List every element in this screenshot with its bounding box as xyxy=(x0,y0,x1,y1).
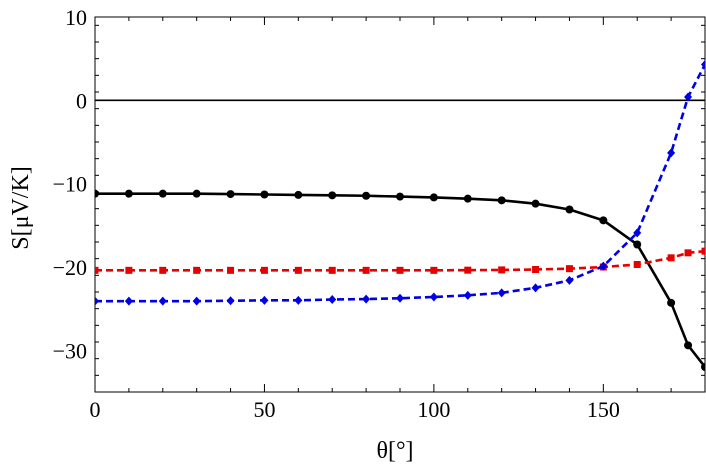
plot-area xyxy=(95,60,705,371)
data-point xyxy=(429,292,438,302)
tick-labels: 0 50 100 150 −30 −20 −10 0 10 xyxy=(53,5,620,422)
data-point xyxy=(497,196,506,205)
data-point xyxy=(328,266,336,274)
data-point xyxy=(684,249,692,257)
data-point xyxy=(95,296,99,306)
data-point xyxy=(158,296,167,306)
series-1 xyxy=(95,247,705,274)
data-point xyxy=(463,290,472,300)
data-point xyxy=(95,189,99,198)
data-point xyxy=(124,189,133,198)
data-point xyxy=(684,341,693,350)
x-axis-label: θ[°] xyxy=(376,438,413,464)
data-point xyxy=(498,266,506,274)
y-tick-label: −10 xyxy=(53,172,87,197)
y-axis-label: S[μV/K] xyxy=(8,166,34,250)
data-point xyxy=(260,266,268,274)
data-point xyxy=(684,92,693,102)
data-point xyxy=(633,228,642,238)
data-point xyxy=(260,295,269,305)
data-point xyxy=(565,265,573,273)
data-point xyxy=(599,261,608,271)
data-point xyxy=(667,254,675,262)
data-point xyxy=(294,190,303,199)
data-point xyxy=(531,283,540,293)
y-tick-label: 0 xyxy=(76,88,87,113)
data-point xyxy=(226,296,235,306)
series-line xyxy=(95,63,705,303)
plot-frame xyxy=(94,16,706,393)
data-point xyxy=(95,266,99,274)
data-point xyxy=(362,191,371,200)
series-2 xyxy=(95,60,705,306)
series-line xyxy=(95,192,705,368)
axis-ticks xyxy=(94,17,706,393)
data-point xyxy=(599,216,608,225)
data-point xyxy=(362,266,370,274)
data-point xyxy=(429,193,438,202)
data-point xyxy=(667,298,676,307)
data-point xyxy=(497,288,506,298)
x-tick-label: 0 xyxy=(90,397,101,422)
data-point xyxy=(362,294,371,304)
y-tick-label: −20 xyxy=(53,255,87,280)
data-point xyxy=(193,266,201,274)
data-point xyxy=(396,192,404,201)
data-point xyxy=(192,189,201,198)
data-point xyxy=(565,205,574,214)
data-point xyxy=(294,266,302,274)
x-tick-label: 100 xyxy=(417,397,450,422)
x-tick-label: 50 xyxy=(253,397,275,422)
series-0 xyxy=(95,189,705,371)
data-point xyxy=(328,191,337,200)
data-point xyxy=(125,266,133,274)
data-point xyxy=(328,295,337,304)
data-point xyxy=(633,240,642,249)
data-point xyxy=(294,295,303,305)
y-tick-label: 10 xyxy=(65,5,87,30)
x-tick-label: 150 xyxy=(587,397,620,422)
y-tick-label: −30 xyxy=(53,338,87,363)
data-point xyxy=(463,194,472,203)
plot-border xyxy=(94,16,706,393)
data-point xyxy=(532,266,540,273)
data-point xyxy=(124,296,133,306)
data-point xyxy=(531,199,540,208)
data-point xyxy=(192,296,201,306)
data-point xyxy=(633,261,641,268)
data-point xyxy=(464,266,472,274)
data-point xyxy=(701,363,705,371)
data-point xyxy=(396,293,404,303)
data-point xyxy=(667,148,676,158)
data-point xyxy=(159,266,167,274)
data-point xyxy=(396,266,404,274)
data-point xyxy=(158,189,167,198)
data-point xyxy=(226,190,235,199)
data-point xyxy=(430,266,438,274)
data-point xyxy=(227,266,235,274)
series-line xyxy=(95,249,705,272)
data-point xyxy=(701,247,705,255)
data-point xyxy=(701,60,705,69)
data-point xyxy=(260,190,269,199)
data-point xyxy=(565,275,574,285)
